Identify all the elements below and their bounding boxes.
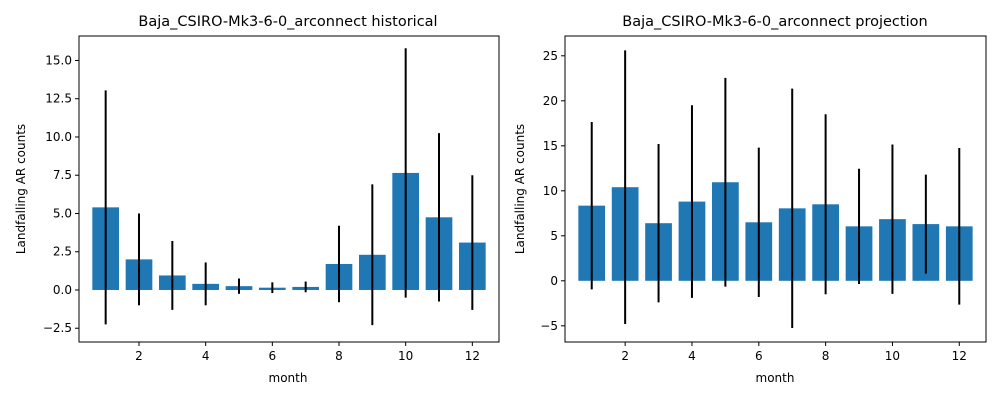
axes-frame bbox=[564, 35, 987, 343]
x-tick-label: 2 bbox=[135, 349, 143, 363]
y-axis-title: Landfalling AR counts bbox=[513, 124, 527, 254]
x-tick-label: 4 bbox=[688, 349, 696, 363]
y-tick-label: 15 bbox=[543, 139, 558, 153]
y-tick-label: 5 bbox=[550, 229, 558, 243]
x-tick-label: 4 bbox=[202, 349, 210, 363]
x-tick-label: 12 bbox=[465, 349, 480, 363]
y-tick-label: 12.5 bbox=[45, 92, 72, 106]
x-tick-label: 8 bbox=[335, 349, 343, 363]
y-tick-label: 7.5 bbox=[53, 168, 72, 182]
y-tick-label: 25 bbox=[543, 49, 558, 63]
projection-chart: Baja_CSIRO-Mk3-6-0_arconnect projection … bbox=[513, 14, 987, 385]
x-tick-label: 6 bbox=[269, 349, 277, 363]
chart-title: Baja_CSIRO-Mk3-6-0_arconnect projection bbox=[622, 14, 927, 30]
y-tick-label: 5.0 bbox=[53, 206, 72, 220]
x-tick-label: 6 bbox=[755, 349, 763, 363]
y-tick-label: −2.5 bbox=[43, 321, 72, 335]
x-axis-title: month bbox=[756, 371, 795, 385]
historical-chart: Baja_CSIRO-Mk3-6-0_arconnect historical … bbox=[14, 14, 500, 385]
x-axis-title: month bbox=[269, 371, 308, 385]
x-tick-label: 2 bbox=[621, 349, 629, 363]
chart-title: Baja_CSIRO-Mk3-6-0_arconnect historical bbox=[138, 14, 437, 30]
y-tick-label: −5 bbox=[540, 319, 558, 333]
y-tick-label: 2.5 bbox=[53, 245, 72, 259]
y-tick-label: 15.0 bbox=[45, 53, 72, 67]
x-tick-label: 10 bbox=[885, 349, 900, 363]
y-tick-label: 20 bbox=[543, 94, 558, 108]
axes-frame bbox=[78, 35, 500, 343]
y-tick-label: 10 bbox=[543, 184, 558, 198]
y-tick-label: 0 bbox=[550, 274, 558, 288]
x-tick-label: 10 bbox=[398, 349, 413, 363]
x-tick-label: 12 bbox=[952, 349, 967, 363]
y-tick-label: 0.0 bbox=[53, 283, 72, 297]
y-axis-title: Landfalling AR counts bbox=[14, 124, 28, 254]
x-tick-label: 8 bbox=[822, 349, 830, 363]
y-tick-label: 10.0 bbox=[45, 130, 72, 144]
